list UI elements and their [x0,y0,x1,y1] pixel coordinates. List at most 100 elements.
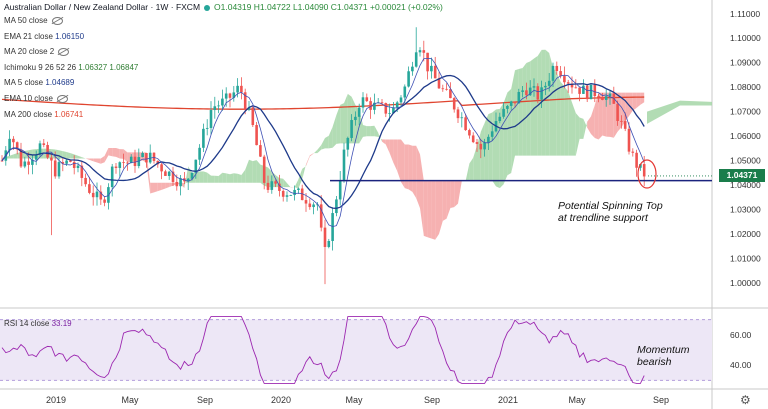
ichimoku-cloud-segment [230,173,234,183]
ichimoku-cloud-segment [401,139,405,189]
candle-body [346,137,350,150]
ma200-line [1,96,645,110]
ichimoku-cloud-segment [416,145,420,209]
ichimoku-cloud-segment [328,126,333,149]
candle-body [361,97,365,108]
price-tick-label: 1.07000 [730,107,761,117]
ichimoku-cloud-segment [165,182,170,189]
candle-body [384,103,388,114]
price-tick-label: 1.01000 [730,253,761,263]
candle-body [137,157,141,167]
ichimoku-cloud-segment [632,92,637,111]
ichimoku-cloud-segment [157,182,162,192]
ichimoku-cloud-segment [606,92,610,137]
momentum-annotation: Momentum bearish [637,344,690,368]
candle-body [407,71,410,87]
candle-body [441,88,445,90]
candle-body [31,159,34,165]
candle-body [426,52,429,72]
hidden-eye-icon[interactable] [51,16,63,25]
hidden-eye-icon[interactable] [56,94,68,103]
candle-body [175,181,179,187]
ichimoku-cloud-segment [62,151,67,159]
candle-body [471,135,475,143]
candle-body [281,190,285,197]
candle-body [627,128,631,152]
candle-body [57,162,61,177]
candle-body [46,144,49,158]
legend-ma5[interactable]: MA 5 close 1.04689 [4,78,75,88]
candle-body [110,166,114,188]
ichimoku-cloud-segment [325,135,329,149]
ichimoku-cloud-segment [256,160,261,183]
candle-body [582,85,585,94]
candle-body [585,85,589,100]
ichimoku-cloud-segment [309,153,314,157]
candle-body [316,204,319,206]
candle-body [80,165,84,178]
ichimoku-cloud-segment [591,104,595,138]
candle-body [418,50,422,53]
candle-body [544,85,547,88]
price-tick-label: 1.09000 [730,58,761,68]
candle-body [190,172,194,179]
ichimoku-cloud-segment [252,160,257,183]
rsi-legend[interactable]: RSI 14 close 33.19 [4,319,72,328]
candle-body [616,103,619,121]
candle-body [160,164,163,172]
candle-body [304,200,308,204]
ichimoku-cloud-segment [78,155,82,159]
candle-body [0,160,4,162]
candle-body [15,142,19,150]
candle-body [589,84,593,100]
legend-ma200[interactable]: MA 200 close 1.06741 [4,109,84,119]
candle-body [217,105,220,107]
ichimoku-cloud-segment [545,49,550,156]
ichimoku-cloud-segment [507,88,512,176]
candle-body [411,66,414,72]
ichimoku-cloud-segment [298,168,303,189]
candle-body [578,87,581,94]
legend-ema21[interactable]: EMA 21 close 1.06150 [4,31,85,41]
ichimoku-cloud-segment [598,92,603,140]
ichimoku-cloud-segment [602,92,607,137]
legend-ichimoku[interactable]: Ichimoku 9 26 52 26 1.06327 1.06847 [4,62,139,72]
ichimoku-cloud-segment [370,125,375,137]
candle-body [528,87,532,96]
ichimoku-cloud-segment [587,116,591,135]
candle-body [19,149,23,167]
ichimoku-cloud-segment [583,118,588,139]
candle-body [50,157,53,161]
candle-body [133,156,137,167]
ichimoku-cloud-segment [526,61,531,156]
hidden-eye-icon[interactable] [58,48,70,57]
legend-ema10[interactable]: EMA 10 close [4,91,138,107]
ichimoku-cloud-segment [51,149,56,159]
candle-body [445,88,448,90]
candle-body [236,85,239,93]
time-tick-label: 2021 [498,395,518,405]
candle-body [8,138,11,151]
ichimoku-cloud-segment [522,63,527,156]
ichimoku-cloud-segment [249,159,253,183]
legend-ma20[interactable]: MA 20 close 2 [4,44,138,60]
candle-body [274,181,277,184]
candle-body [452,98,456,110]
candle-body [449,89,452,99]
ichimoku-cloud-segment [150,182,154,194]
legend-ma50[interactable]: MA 50 close [4,13,138,29]
gear-icon[interactable]: ⚙ [740,393,751,407]
candle-body [350,120,353,138]
candle-body [308,203,312,208]
ichimoku-cloud-segment [568,91,572,156]
price-tick-label: 1.11000 [730,9,760,19]
candle-body [642,164,646,177]
candle-body [240,85,243,93]
candle-body [422,50,426,53]
ichimoku-cloud-segment [579,117,584,139]
candle-body [198,147,201,160]
candle-body [167,171,171,176]
candle-body [266,182,270,190]
candle-body [566,82,570,84]
candle-body [570,83,574,88]
